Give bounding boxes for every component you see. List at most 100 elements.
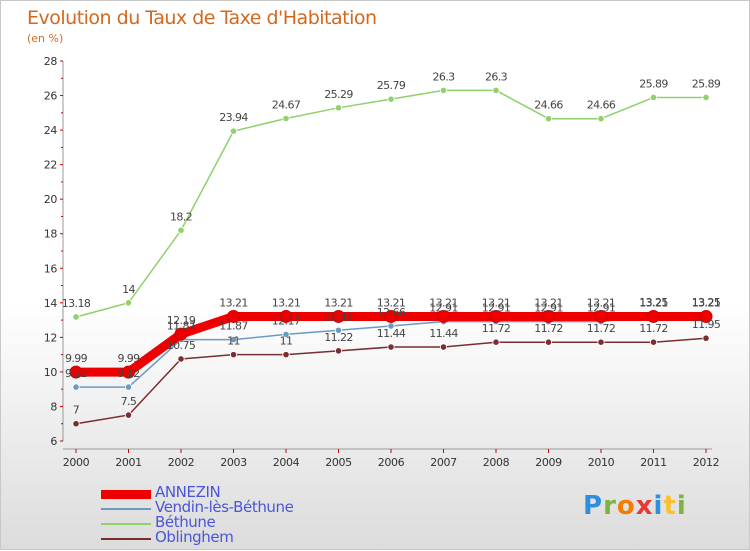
data-label: 12.41: [324, 310, 353, 323]
data-label: 13.25: [639, 296, 668, 309]
data-label: 25.89: [639, 77, 668, 90]
data-point: [649, 93, 658, 102]
y-tick-label: 28: [44, 55, 58, 68]
data-label: 24.67: [272, 99, 301, 112]
data-point: [492, 86, 500, 94]
data-point: [174, 327, 188, 341]
data-label: 13.21: [324, 296, 353, 309]
legend-swatch: [101, 489, 151, 499]
data-point: [649, 338, 658, 346]
data-label: 13.21: [429, 296, 458, 309]
data-point: [227, 309, 240, 323]
data-label: 9.99: [65, 352, 88, 365]
x-tick-label: 2010: [588, 456, 615, 469]
logo-letter: i: [676, 491, 687, 521]
data-label: 13.21: [482, 296, 511, 309]
data-label: 13.21: [692, 296, 721, 309]
data-label: 26.3: [432, 70, 455, 83]
data-point: [332, 309, 345, 323]
data-point: [439, 86, 448, 94]
data-label: 25.29: [324, 88, 353, 101]
axes: 6 8 10 12 14 16 18 20 22 24 26 28 2000 2001 2002 2003 20…: [44, 55, 720, 469]
data-point: [702, 93, 710, 102]
data-label: 12.66: [377, 306, 406, 319]
x-tick-label: 2006: [378, 456, 405, 469]
data-label: 13.21: [534, 296, 563, 309]
data-label: 12.19: [167, 314, 196, 327]
data-label: 9.12: [117, 367, 139, 380]
data-point: [69, 365, 83, 379]
data-point: [229, 336, 238, 344]
data-label: 13.21: [587, 296, 616, 309]
data-point: [384, 309, 398, 323]
x-tick-label: 2009: [535, 456, 562, 469]
data-point: [279, 309, 293, 323]
data-point: [544, 115, 553, 123]
data-point: [124, 411, 133, 419]
data-point: [492, 338, 500, 346]
data-point: [647, 309, 660, 323]
data-point: [72, 313, 80, 321]
x-tick-label: 2003: [220, 456, 247, 469]
y-tick-label: 6: [50, 435, 57, 448]
y-tick-label: 24: [44, 124, 58, 137]
data-point: [72, 383, 80, 391]
data-label: 13.18: [62, 297, 91, 310]
data-point: [124, 299, 133, 307]
logo-letter: t: [663, 491, 677, 521]
logo-letter: i: [653, 491, 664, 521]
legend-label: ANNEZIN: [155, 483, 221, 501]
data-point: [177, 226, 185, 234]
y-tick-label: 10: [44, 366, 58, 379]
data-point: [334, 347, 343, 355]
data-label: 9.12: [65, 367, 87, 380]
data-label: 12.91: [587, 302, 616, 315]
x-tick-label: 2007: [430, 456, 457, 469]
data-point: [542, 309, 555, 323]
data-label: 13.21: [639, 296, 668, 309]
logo-letter: x: [635, 491, 654, 521]
data-label: 13.21: [377, 296, 406, 309]
series-layer: [69, 86, 713, 428]
proxiti-logo: Proxiti: [583, 491, 687, 521]
x-tick-label: 2005: [325, 456, 352, 469]
data-point: [177, 355, 185, 363]
data-point: [282, 114, 290, 123]
series-line-2: [75, 89, 707, 318]
y-tick-label: 8: [50, 400, 57, 413]
data-point: [229, 351, 238, 359]
data-point: [702, 334, 710, 342]
data-point: [594, 309, 608, 323]
data-point: [229, 127, 238, 135]
data-label: 18.2: [170, 210, 192, 223]
legend-label: Vendin-lès-Béthune: [155, 498, 294, 516]
data-label: 7.5: [121, 395, 137, 408]
data-label: 11.44: [429, 327, 458, 340]
data-label: 11.72: [482, 322, 511, 335]
data-label: 11.72: [534, 322, 563, 335]
data-label: 25.79: [377, 79, 406, 92]
y-tick-label: 20: [44, 193, 58, 206]
data-point: [122, 365, 135, 379]
y-tick-label: 22: [44, 159, 57, 172]
data-point: [489, 309, 503, 323]
legend-swatch: [101, 538, 151, 540]
data-label: 11.22: [324, 331, 353, 344]
data-point: [124, 383, 133, 391]
data-label: 13.21: [219, 296, 248, 309]
data-label: 25.89: [692, 77, 721, 90]
data-label: 11: [227, 335, 240, 348]
legend-swatch: [101, 508, 151, 510]
data-point: [334, 326, 343, 334]
logo-letter: o: [616, 491, 636, 521]
data-point: [72, 420, 80, 428]
data-point: [437, 309, 450, 323]
x-tick-label: 2011: [640, 456, 666, 469]
data-label: 12.91: [429, 302, 458, 315]
y-tick-label: 26: [44, 90, 58, 103]
x-tick-label: 2001: [115, 456, 141, 469]
legend-swatch: [101, 523, 151, 525]
